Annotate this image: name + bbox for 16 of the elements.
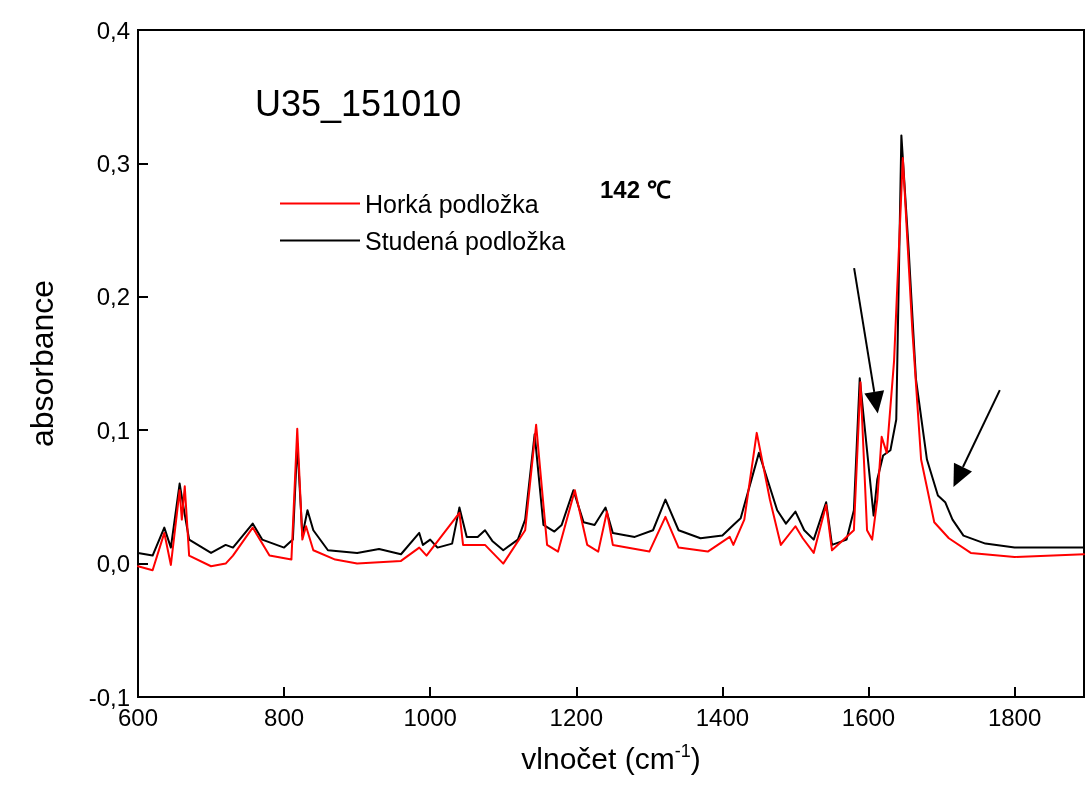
y-tick-label: 0,3: [96, 149, 130, 177]
legend-label: Horká podložka: [365, 189, 539, 218]
annotation: 142 ℃: [600, 175, 671, 203]
annotation: U35_151010: [255, 82, 462, 124]
y-axis-title: absorbance: [24, 279, 60, 448]
x-tick-label: 1200: [549, 703, 603, 731]
y-tick-label: 0,2: [96, 283, 130, 311]
x-tick-label: 1400: [695, 703, 750, 731]
x-tick-label: 800: [264, 703, 305, 731]
y-tick-label: 0,1: [96, 416, 130, 444]
y-tick-label: 0,4: [96, 16, 130, 44]
x-tick-label: 1600: [841, 703, 896, 731]
x-tick-label: 1000: [403, 703, 457, 731]
x-tick-label: 1800: [987, 703, 1042, 731]
y-tick-label: 0,0: [96, 550, 130, 578]
legend-label: Studená podložka: [365, 226, 566, 255]
